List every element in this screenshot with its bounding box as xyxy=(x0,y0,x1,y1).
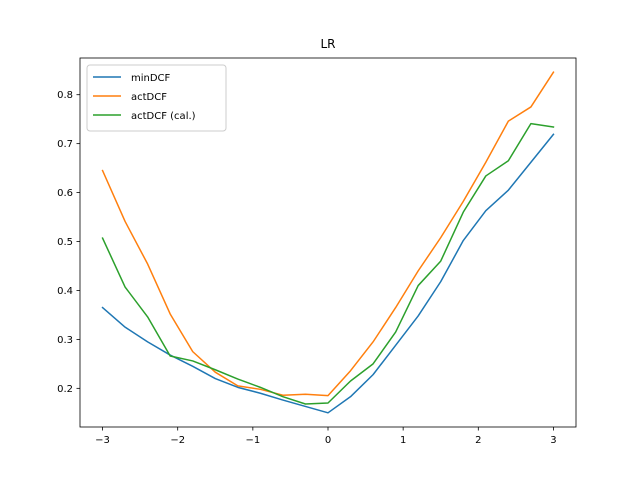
legend-label-2: actDCF (cal.) xyxy=(131,111,196,122)
axes-layer: −3 −2 −1 0 1 2 3 0.2 0.3 0.4 0.5 0.6 0.7 0.8 xyxy=(57,57,577,446)
x-tick-label: 0 xyxy=(325,435,331,446)
legend-label-0: minDCF xyxy=(131,73,171,84)
x-tick-label: −1 xyxy=(245,435,260,446)
y-tick-label: 0.5 xyxy=(57,237,73,248)
y-tick-label: 0.8 xyxy=(57,90,73,101)
legend-box xyxy=(86,64,227,132)
series-line-1 xyxy=(101,71,555,397)
series-line-0 xyxy=(101,133,555,414)
chart-title: LR xyxy=(320,37,335,51)
y-tick-label: 0.3 xyxy=(57,335,73,346)
x-tick-label: 1 xyxy=(400,435,406,446)
x-tick-label: −3 xyxy=(95,435,110,446)
y-tick-label: 0.4 xyxy=(57,286,73,297)
x-tick-label: 3 xyxy=(550,435,556,446)
legend: minDCF actDCF actDCF (cal.) xyxy=(86,64,227,132)
x-tick-label: −2 xyxy=(170,435,185,446)
y-tick-label: 0.6 xyxy=(57,188,73,199)
series-line-2 xyxy=(101,122,555,405)
legend-label-1: actDCF xyxy=(131,92,167,103)
series-layer xyxy=(101,71,555,414)
y-tick-label: 0.2 xyxy=(57,384,73,395)
y-tick-label: 0.7 xyxy=(57,139,73,150)
x-tick-label: 2 xyxy=(475,435,481,446)
